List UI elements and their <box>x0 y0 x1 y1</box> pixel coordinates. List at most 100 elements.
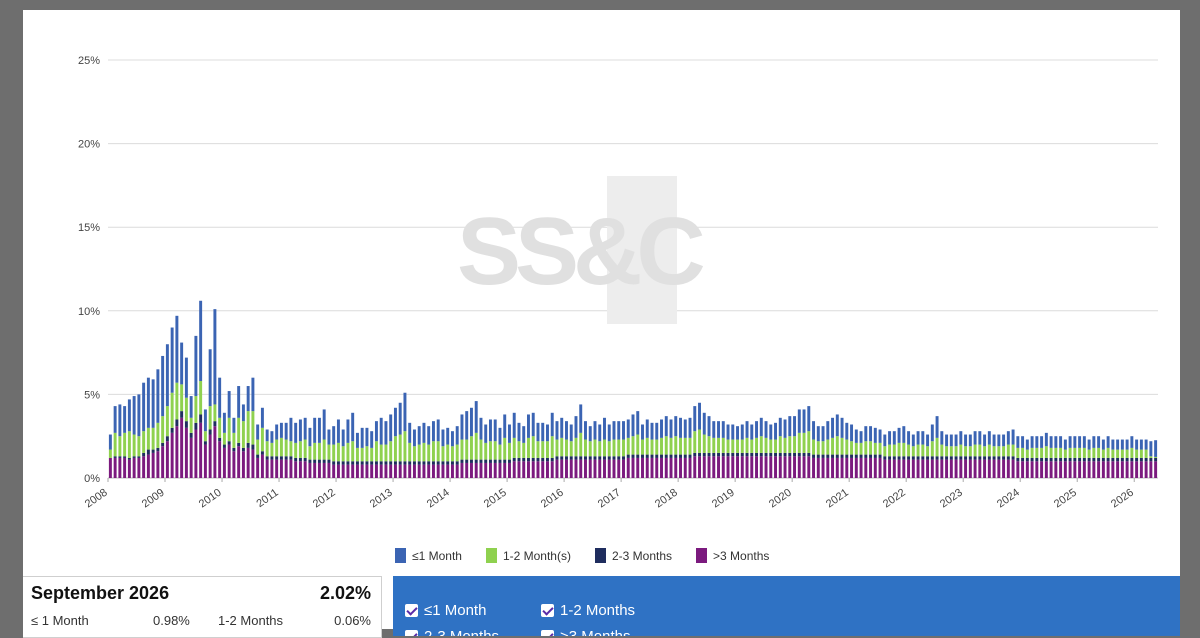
bar-segment <box>527 437 530 458</box>
bar-segment <box>759 452 763 457</box>
bar-segment <box>450 464 454 478</box>
bar-segment <box>997 434 1001 447</box>
bar-segment <box>560 456 564 460</box>
bar-segment <box>755 456 759 478</box>
bar-segment <box>1068 461 1072 478</box>
bar-segment <box>1016 461 1020 478</box>
bar-segment <box>902 459 906 478</box>
bar-segment <box>208 406 212 430</box>
checkbox-1-2-icon[interactable] <box>541 604 554 617</box>
bar-segment <box>284 456 288 460</box>
bar-segment <box>793 436 797 453</box>
legend-item-1-2[interactable]: 1-2 Month(s) <box>485 548 571 563</box>
bar-segment <box>935 437 939 457</box>
filter-le1[interactable]: ≤1 Month <box>405 602 486 619</box>
bar-segment <box>607 424 611 442</box>
bar-segment <box>674 457 678 478</box>
bar-segment <box>455 426 459 445</box>
bar-segment <box>726 424 730 440</box>
bar-segment <box>579 432 583 457</box>
bar-segment <box>1149 456 1153 458</box>
bar-segment <box>536 422 540 442</box>
bar-segment <box>812 457 816 478</box>
checkbox-2-3-icon[interactable] <box>405 630 418 636</box>
bar-segment <box>1059 436 1063 448</box>
bar-segment <box>317 462 321 478</box>
bar-segment <box>180 342 184 385</box>
bar-segment <box>987 459 991 478</box>
bar-segment <box>1154 440 1158 457</box>
filter-1-2[interactable]: 1-2 Months <box>541 602 635 619</box>
bar-segment <box>1116 439 1120 450</box>
bar-segment <box>921 456 925 460</box>
filter-gt3[interactable]: >3 Months <box>541 628 630 636</box>
bar-segment <box>132 457 136 478</box>
x-tick-label: 2010 <box>197 487 224 511</box>
bar-segment <box>384 421 388 445</box>
bar-segment <box>1049 436 1053 448</box>
bar-segment <box>1144 461 1148 478</box>
bar-segment <box>161 416 165 443</box>
bar-segment <box>417 426 421 445</box>
bar-segment <box>807 456 811 478</box>
bar-segment <box>636 454 640 458</box>
bar-segment <box>379 461 383 465</box>
bar-segment <box>137 436 141 457</box>
bar-segment <box>127 399 131 432</box>
bar-segment <box>664 457 668 478</box>
bar-segment <box>1120 461 1124 478</box>
filter-label-1-2: 1-2 Months <box>560 602 636 619</box>
bar-segment <box>156 369 160 423</box>
bar-segment <box>536 461 540 478</box>
bar-segment <box>755 437 759 453</box>
bar-segment <box>940 456 944 460</box>
bar-segment <box>1111 461 1115 478</box>
bar-segment <box>778 417 782 437</box>
bar-segment <box>256 424 260 440</box>
bar-segment <box>816 441 820 455</box>
bar-segment <box>469 436 473 460</box>
bar-segment <box>650 439 654 455</box>
bar-segment <box>873 454 877 458</box>
bar-segment <box>869 454 873 458</box>
bar-segment <box>983 446 987 457</box>
bar-segment <box>146 377 150 428</box>
bar-segment <box>355 464 359 478</box>
checkbox-gt3-icon[interactable] <box>541 630 554 636</box>
bar-segment <box>246 447 250 478</box>
bar-segment <box>332 444 336 462</box>
bar-segment <box>1006 444 1010 457</box>
bar-segment <box>698 456 701 478</box>
bar-segment <box>1130 436 1134 448</box>
bar-segment <box>398 464 402 478</box>
legend-item-le1[interactable]: ≤1 Month <box>395 548 462 563</box>
bar-segment <box>351 461 355 465</box>
bar-segment <box>679 457 682 478</box>
filter-2-3[interactable]: 2-3 Months <box>405 628 499 636</box>
legend-label-1-2: 1-2 Month(s) <box>502 548 571 563</box>
bar-segment <box>902 426 906 443</box>
bar-segment <box>517 461 521 478</box>
bar-segment <box>123 432 127 457</box>
y-tick-label: 10% <box>78 306 100 318</box>
bar-segment <box>498 459 502 463</box>
bar-segment <box>1078 461 1082 478</box>
bar-segment <box>123 457 127 478</box>
bar-segment <box>275 456 279 460</box>
bar-segment <box>199 414 203 423</box>
bar-segment <box>218 417 222 438</box>
bar-segment <box>313 417 317 443</box>
legend-item-gt3[interactable]: >3 Months <box>696 548 769 563</box>
watermark-text: SS&C <box>457 198 706 305</box>
legend-item-2-3[interactable]: 2-3 Months <box>594 548 672 563</box>
bar-segment <box>850 454 854 458</box>
bar-segment <box>279 456 283 460</box>
bar-segment <box>802 432 806 453</box>
checkbox-le1-icon[interactable] <box>405 604 418 617</box>
y-tick-label: 20% <box>78 139 100 151</box>
bar-segment <box>968 446 972 457</box>
bar-segment <box>835 414 839 437</box>
summary-total-value: 2.02% <box>319 583 371 603</box>
bar-segment <box>170 432 174 478</box>
bar-segment <box>422 422 426 443</box>
